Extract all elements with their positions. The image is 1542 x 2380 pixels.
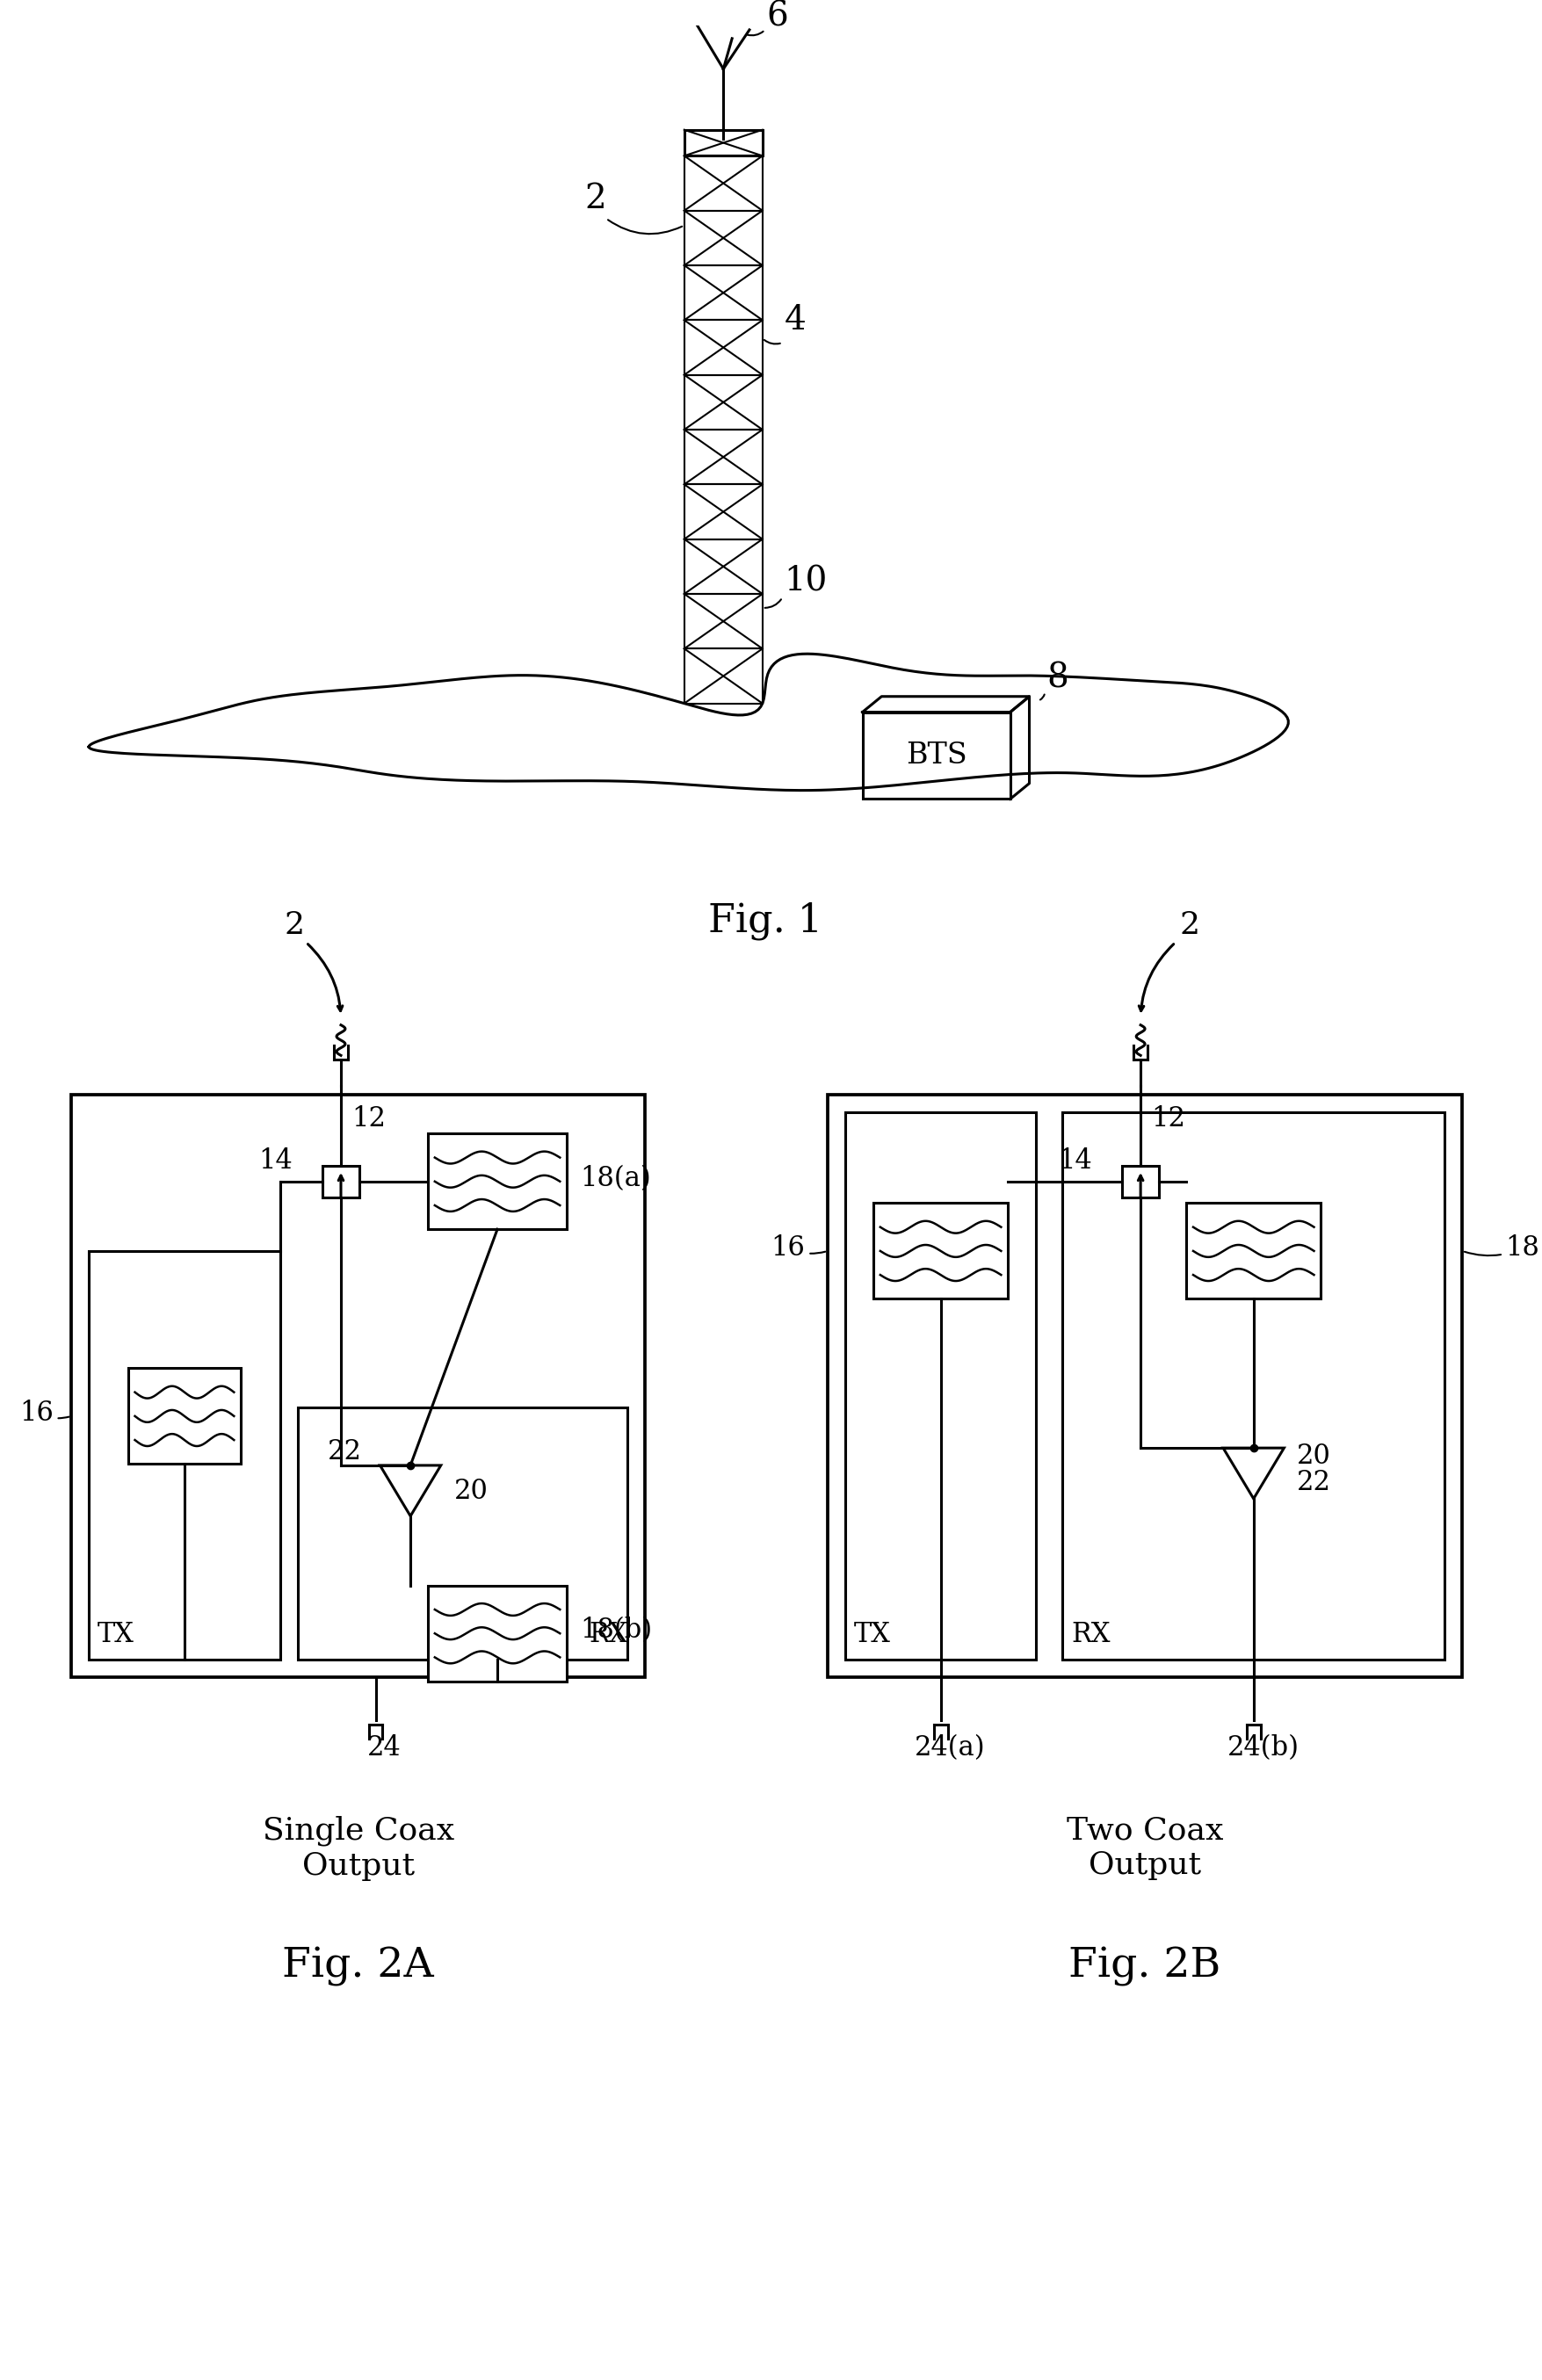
Bar [827, 1095, 1462, 1678]
Text: 24(a): 24(a) [914, 1735, 985, 1761]
Text: 14: 14 [1058, 1147, 1092, 1176]
Text: Fig. 2B: Fig. 2B [1069, 1947, 1220, 1985]
Bar [683, 131, 762, 155]
Text: 2: 2 [1180, 909, 1200, 940]
Text: Fig. 1: Fig. 1 [708, 902, 822, 940]
Text: 10: 10 [783, 564, 827, 597]
Text: 16: 16 [20, 1399, 69, 1426]
Text: RX: RX [589, 1621, 628, 1649]
Text: BTS: BTS [905, 743, 967, 769]
Bar [1121, 1166, 1158, 1197]
Text: 20: 20 [453, 1478, 487, 1504]
Text: 22: 22 [328, 1438, 362, 1466]
Bar [1186, 1204, 1320, 1299]
Bar [873, 1204, 1007, 1299]
Text: 18: 18 [1463, 1235, 1539, 1261]
Text: 22: 22 [1297, 1468, 1331, 1497]
Text: 12: 12 [352, 1107, 386, 1133]
Text: 24: 24 [367, 1735, 401, 1761]
Text: 8: 8 [1045, 662, 1069, 695]
Bar [427, 1585, 566, 1680]
Text: 16: 16 [771, 1235, 825, 1261]
Text: RX: RX [1070, 1621, 1110, 1649]
Text: Single Coax
Output: Single Coax Output [262, 1816, 453, 1880]
Text: Fig. 2A: Fig. 2A [282, 1947, 433, 1985]
Bar [128, 1368, 241, 1464]
Bar [427, 1133, 566, 1228]
Text: TX: TX [97, 1621, 134, 1649]
Bar [845, 1111, 1036, 1659]
Polygon shape [1223, 1447, 1283, 1499]
Text: 2: 2 [284, 909, 304, 940]
Text: 20: 20 [1297, 1442, 1331, 1471]
Polygon shape [379, 1466, 441, 1516]
Text: 18(b): 18(b) [580, 1616, 652, 1645]
Text: 14: 14 [258, 1147, 291, 1176]
Bar [322, 1166, 359, 1197]
Text: 2: 2 [584, 183, 606, 214]
Text: 24(b): 24(b) [1227, 1735, 1298, 1761]
Text: TX: TX [853, 1621, 890, 1649]
Text: 12: 12 [1150, 1107, 1184, 1133]
Bar [71, 1095, 645, 1678]
Text: 4: 4 [783, 305, 805, 336]
Text: 6: 6 [766, 0, 788, 33]
Text: 18(a): 18(a) [580, 1164, 651, 1192]
Bar [298, 1407, 628, 1659]
Bar [862, 712, 1010, 800]
Text: Two Coax
Output: Two Coax Output [1066, 1816, 1223, 1880]
Bar [89, 1252, 281, 1659]
Bar [1062, 1111, 1443, 1659]
